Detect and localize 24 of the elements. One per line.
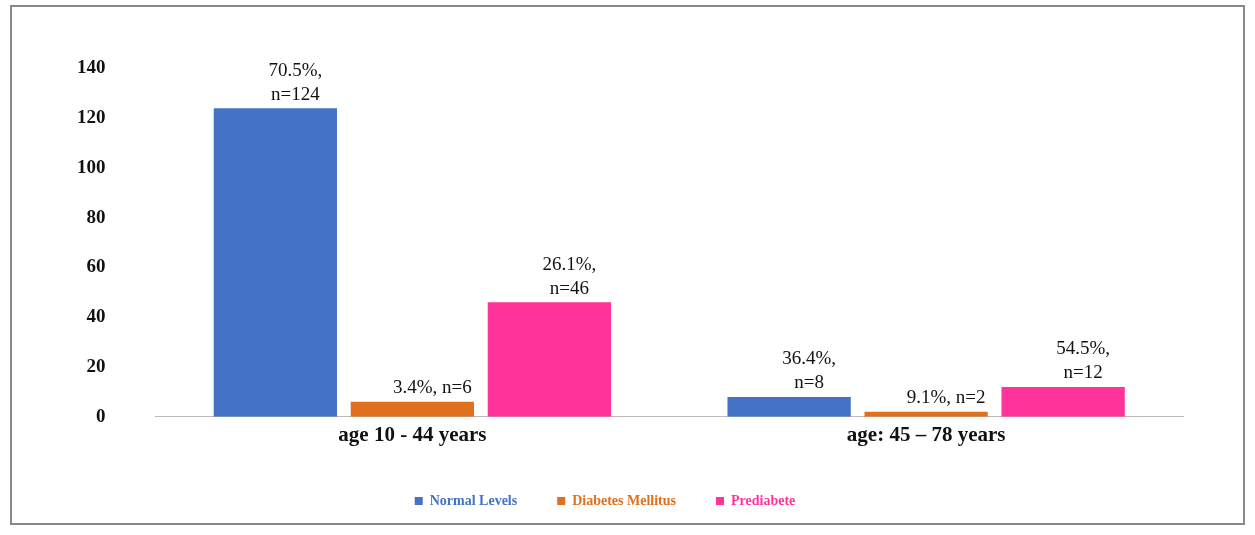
data-label: 54.5%, n=12 [1056,337,1111,383]
x-tick-label: age 10 - 44 years [338,421,487,446]
legend-label: Normal Levels [429,492,518,508]
y-tick-label: 140 [77,56,106,78]
data-label: 9.1%, n=2 [906,386,986,408]
data-label: 70.5%, n=124 [268,58,323,104]
y-tick-label: 100 [77,155,106,177]
y-tick-label: 80 [86,205,106,227]
y-tick-label: 0 [96,404,106,426]
data-label: 26.1%, n=46 [542,252,597,298]
y-tick-label: 40 [86,305,106,327]
y-tick-label: 60 [86,255,106,277]
data-label: 3.4%, n=6 [392,376,472,398]
data-label: 36.4%, n=8 [782,347,837,393]
legend-label: Diabetes Mellitus [572,492,677,508]
bar [1001,386,1125,417]
x-tick-label: age: 45 – 78 years [846,421,1006,446]
legend-label: Prediabete [731,492,796,508]
bar [487,302,612,417]
bar [350,401,475,417]
bar [727,396,851,417]
y-tick-label: 120 [77,106,106,128]
y-tick-label: 20 [86,354,106,376]
bar [213,108,338,417]
